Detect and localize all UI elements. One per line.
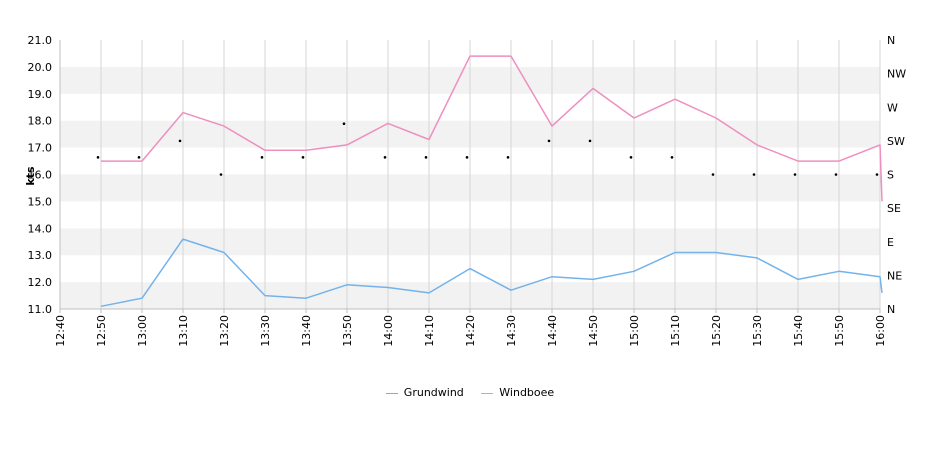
direction-point bbox=[342, 122, 346, 125]
x-tick-label: 13:40 bbox=[300, 315, 313, 347]
right-axis-label: SE bbox=[887, 202, 901, 215]
direction-point bbox=[219, 173, 223, 176]
x-tick-label: 12:50 bbox=[95, 315, 108, 347]
direction-point bbox=[506, 156, 510, 159]
right-axis-label: SW bbox=[887, 135, 905, 148]
legend-swatch-grundwind bbox=[385, 392, 398, 394]
x-tick-label: 13:50 bbox=[341, 315, 354, 347]
x-tick-label: 15:50 bbox=[833, 315, 846, 347]
axes: 11.0 12.0 13.0 14.0 15.0 16.0 17.0 18.0 19.0 20.0… bbox=[28, 34, 907, 347]
series-line-windboee bbox=[101, 55, 883, 202]
x-tick-label: 15:30 bbox=[751, 315, 764, 347]
direction-point bbox=[629, 156, 633, 159]
x-tick-label: 15:20 bbox=[710, 315, 723, 347]
y-axis-label: kts bbox=[24, 166, 37, 186]
legend-item-grundwind[interactable]: Grundwind bbox=[385, 386, 464, 399]
x-tick-label: 14:40 bbox=[546, 315, 559, 347]
x-tick-label: 14:20 bbox=[464, 315, 477, 347]
direction-point bbox=[260, 156, 264, 159]
direction-point bbox=[670, 156, 674, 159]
right-axis-label: NE bbox=[887, 269, 902, 282]
right-axis-label: N bbox=[887, 303, 895, 316]
direction-point bbox=[875, 173, 879, 176]
x-tick-label: 12:40 bbox=[54, 315, 67, 347]
y-tick-label: 21.0 bbox=[28, 34, 53, 47]
direction-point bbox=[383, 156, 387, 159]
y-tick-label: 19.0 bbox=[28, 88, 53, 101]
direction-point bbox=[793, 173, 797, 176]
x-tick-label: 13:10 bbox=[177, 315, 190, 347]
x-tick-label: 14:50 bbox=[587, 315, 600, 347]
legend-item-windboee[interactable]: Windboee bbox=[481, 386, 554, 399]
x-tick-label: 15:10 bbox=[669, 315, 682, 347]
series-lines bbox=[100, 55, 883, 308]
x-tick-label: 13:00 bbox=[136, 315, 149, 347]
x-tick-label: 13:20 bbox=[218, 315, 231, 347]
direction-point bbox=[588, 139, 592, 143]
x-tick-label: 15:00 bbox=[628, 315, 641, 347]
direction-point bbox=[178, 139, 182, 143]
direction-point bbox=[752, 173, 756, 176]
direction-points bbox=[96, 122, 879, 176]
x-tick-label: 16:00 bbox=[874, 315, 887, 347]
y-tick-label: 18.0 bbox=[28, 115, 53, 128]
x-tick-label: 14:30 bbox=[505, 315, 518, 347]
y-tick-label: 11.0 bbox=[28, 303, 53, 316]
right-axis-label: W bbox=[887, 101, 898, 114]
series-line-grundwind bbox=[100, 238, 883, 308]
x-tick-label: 14:00 bbox=[382, 315, 395, 347]
y-tick-label: 17.0 bbox=[28, 142, 53, 155]
x-tick-label: 14:10 bbox=[423, 315, 436, 347]
direction-point bbox=[547, 139, 551, 143]
y-tick-label: 12.0 bbox=[28, 276, 53, 289]
y-tick-label: 20.0 bbox=[28, 61, 53, 74]
legend: Grundwind Windboee bbox=[0, 386, 940, 399]
right-axis-label: E bbox=[887, 236, 894, 249]
y-tick-label: 15.0 bbox=[28, 195, 53, 208]
y-tick-label: 14.0 bbox=[28, 222, 53, 235]
direction-point bbox=[711, 173, 715, 176]
x-tick-label: 15:40 bbox=[792, 315, 805, 347]
direction-point bbox=[137, 156, 141, 159]
right-axis-label: S bbox=[887, 169, 894, 182]
y-tick-label: 16.0 bbox=[28, 169, 53, 182]
legend-label-grundwind: Grundwind bbox=[403, 386, 464, 399]
direction-point bbox=[465, 156, 469, 159]
direction-point bbox=[424, 156, 428, 159]
x-tick-label: 13:30 bbox=[259, 315, 272, 347]
direction-point bbox=[834, 173, 838, 176]
direction-point bbox=[301, 156, 305, 159]
right-axis-label: N bbox=[887, 34, 895, 47]
legend-label-windboee: Windboee bbox=[499, 386, 555, 399]
direction-point bbox=[96, 156, 100, 159]
y-tick-label: 13.0 bbox=[28, 249, 53, 262]
right-axis-label: NW bbox=[887, 68, 906, 81]
legend-swatch-windboee bbox=[481, 392, 494, 394]
